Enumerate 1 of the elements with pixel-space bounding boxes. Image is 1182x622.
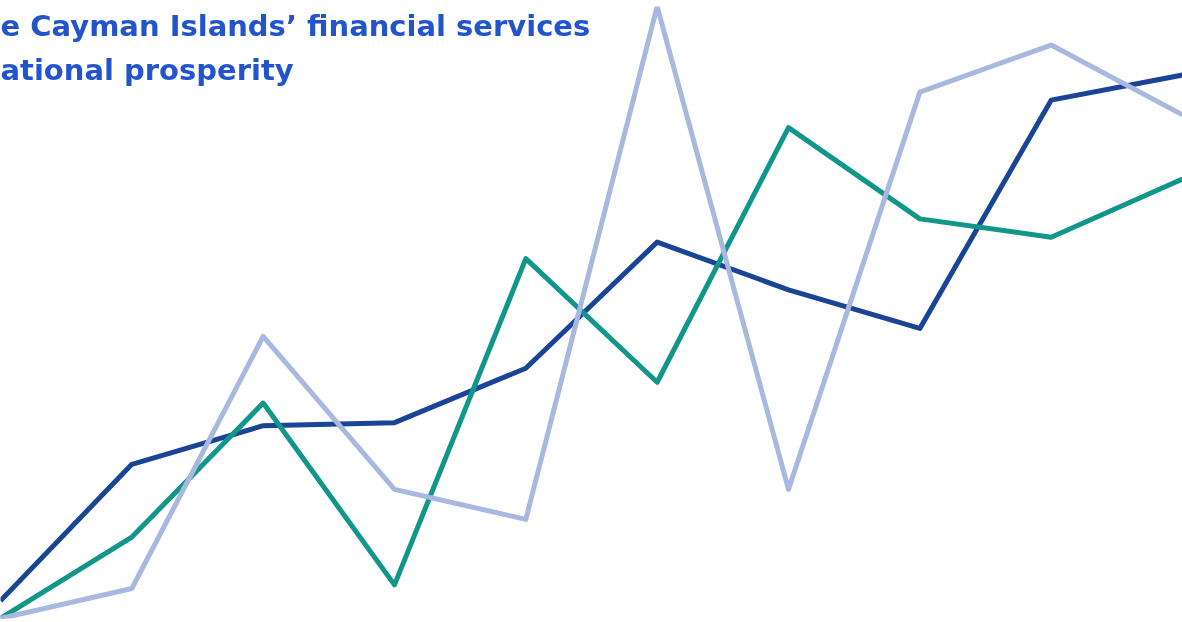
text: e Cayman Islands’ financial services ational prosperity (0, 8, 591, 87)
